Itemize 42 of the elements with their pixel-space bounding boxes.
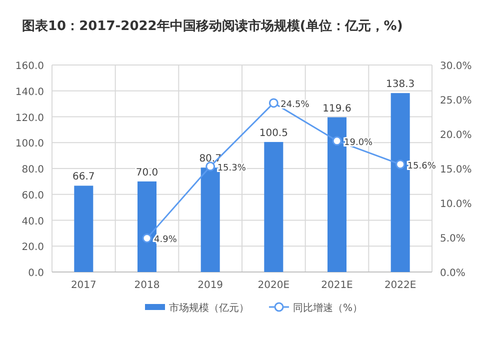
x-tick-label: 2018 <box>134 280 160 291</box>
y2-tick-label: 20.0% <box>440 130 472 141</box>
x-tick-label: 2019 <box>198 280 224 291</box>
y-tick-label: 20.0 <box>22 242 44 254</box>
data-label: 100.5 <box>259 128 288 139</box>
data-label: 119.6 <box>322 103 352 114</box>
bar <box>138 181 156 272</box>
y2-tick-label: 5.0% <box>440 234 466 244</box>
x-tick-label: 2021E <box>321 280 353 291</box>
legend-label: 同比增速（%） <box>293 302 363 314</box>
y2-tick-label: 25.0% <box>440 96 472 106</box>
y-tick-label: 120.0 <box>15 112 44 124</box>
bar <box>390 93 410 272</box>
y2-tick-label: 0.0% <box>440 268 466 279</box>
x-tick-label: 2022E <box>384 280 416 291</box>
x-tick-label: 2020E <box>258 280 290 291</box>
x-tick-label: 2017 <box>70 280 96 291</box>
y2-tick-label: 10.0% <box>440 199 472 210</box>
y-tick-label: 100.0 <box>15 138 44 150</box>
data-label: 15.3% <box>217 163 246 174</box>
bar <box>264 142 284 272</box>
data-label: 24.5% <box>280 100 310 110</box>
y-tick-label: 140.0 <box>15 86 44 98</box>
bar <box>74 186 94 272</box>
chart-title: 图表10：2017-2022年中国移动阅读市场规模(单位：亿元，%) <box>22 18 403 34</box>
y-tick-label: 60.0 <box>22 190 44 202</box>
point <box>142 233 152 243</box>
point <box>396 160 406 170</box>
y-tick-label: 80.0 <box>22 164 44 176</box>
y-tick-label: 160.0 <box>15 61 44 72</box>
point <box>332 136 342 146</box>
legend-label: 市场规模（亿元） <box>169 302 249 314</box>
y2-tick-label: 30.0% <box>440 61 472 72</box>
bar <box>328 117 346 272</box>
data-label: 70.0 <box>136 167 158 178</box>
y-tick-label: 0.0 <box>28 268 44 279</box>
y2-tick-label: 15.0% <box>440 164 472 176</box>
data-label: 66.7 <box>72 172 95 183</box>
bar <box>200 168 220 272</box>
data-label: 138.3 <box>386 79 415 90</box>
y-tick-label: 40.0 <box>22 216 44 228</box>
point <box>268 98 278 108</box>
